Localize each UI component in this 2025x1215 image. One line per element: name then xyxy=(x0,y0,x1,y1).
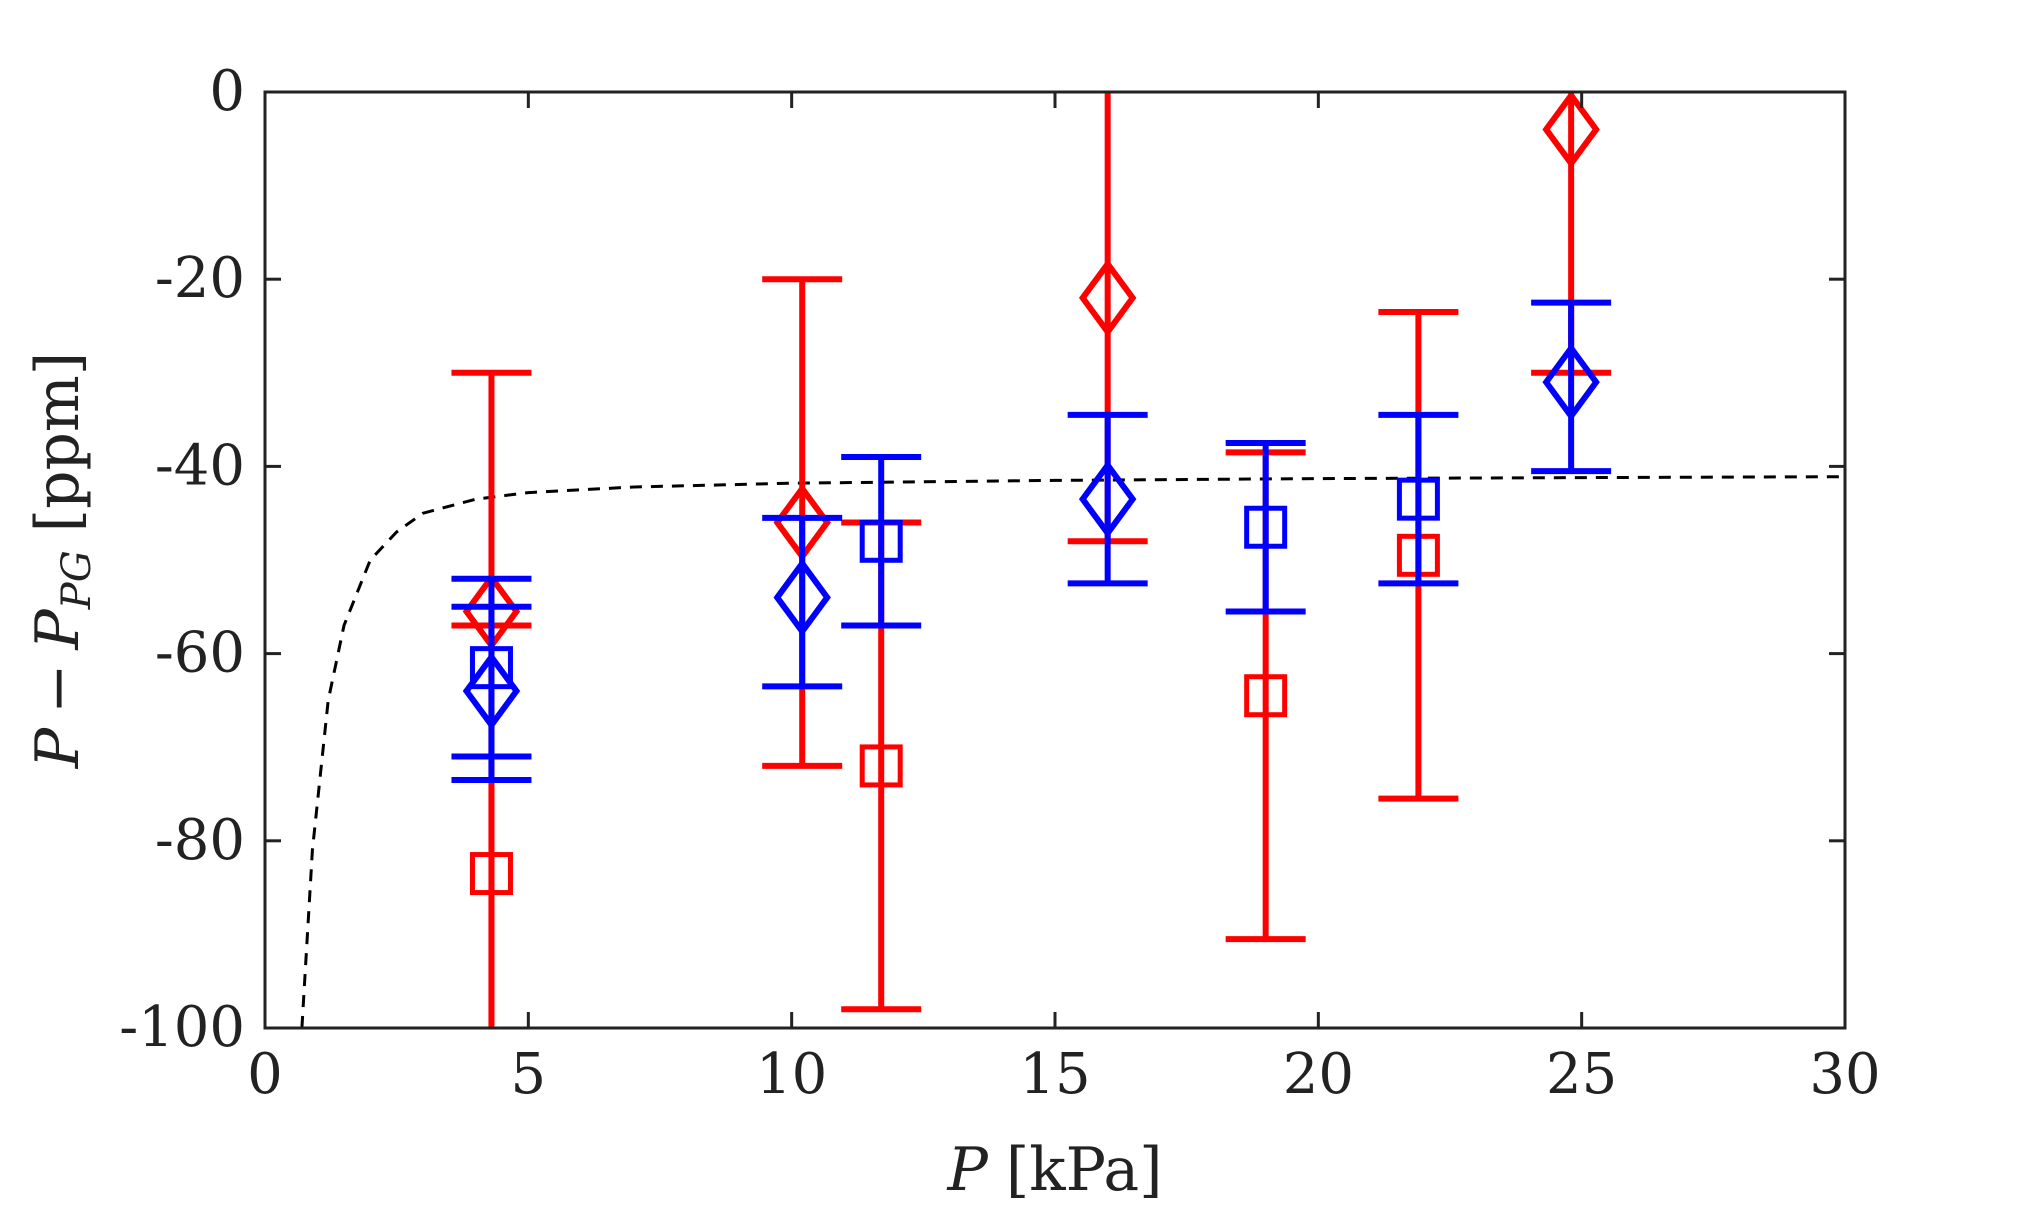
red-diamond-marker xyxy=(1542,90,1600,169)
y-tick-label: -40 xyxy=(155,433,245,498)
blue-square-marker xyxy=(1244,505,1288,549)
x-axis-unit: [kPa] xyxy=(1006,1135,1163,1205)
blue-diamond-marker xyxy=(1542,343,1600,422)
y-axis-subscript: PG xyxy=(54,550,100,610)
y-axis-title: P−PPG[ppm] xyxy=(23,352,100,769)
blue-square-marker xyxy=(859,519,903,563)
red-square-marker xyxy=(469,852,513,896)
x-tick-label: 10 xyxy=(756,1042,827,1107)
y-axis-variable: P xyxy=(23,726,93,769)
blue-square-marker xyxy=(469,646,513,690)
y-tick-label: -80 xyxy=(155,808,245,873)
blue-diamond-marker xyxy=(1078,460,1137,539)
y-axis-unit: [ppm] xyxy=(23,352,93,533)
red-square-marker xyxy=(859,744,903,788)
data-layer xyxy=(451,90,1612,1028)
x-tick-label: 25 xyxy=(1546,1042,1617,1107)
y-tick-label: -20 xyxy=(155,246,245,311)
red-square-marker xyxy=(1244,674,1288,718)
x-tick-label: 30 xyxy=(1809,1042,1880,1107)
x-axis-title: P [kPa] xyxy=(947,1135,1163,1205)
blue-diamond-marker xyxy=(773,558,831,637)
tick-layer: 0 5 10 15 20 25 30 0 -20 -40 -60 -80 -100 xyxy=(119,59,1880,1107)
x-tick-label: 20 xyxy=(1283,1042,1354,1107)
y-tick-label: -60 xyxy=(155,621,245,686)
y-axis-subtracted-variable: P xyxy=(23,608,93,651)
x-tick-label: 5 xyxy=(511,1042,547,1107)
blue-square-marker xyxy=(1396,477,1440,521)
y-tick-label: -100 xyxy=(119,995,245,1060)
x-tick-label: 0 xyxy=(247,1042,283,1107)
x-axis-variable: P xyxy=(947,1135,990,1205)
red-diamond-marker xyxy=(1078,258,1137,337)
x-tick-label: 15 xyxy=(1019,1042,1090,1107)
blue-square-series xyxy=(451,411,1459,760)
y-tick-label: 0 xyxy=(209,59,245,124)
y-axis-minus: − xyxy=(23,664,93,714)
